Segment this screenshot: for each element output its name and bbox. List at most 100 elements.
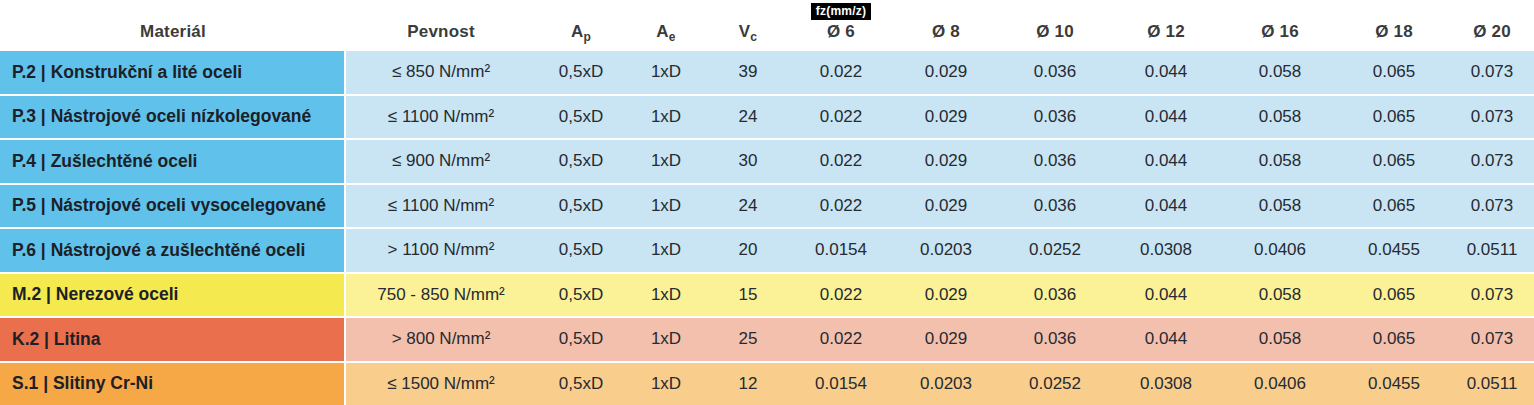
ae-cell: 1xD xyxy=(626,363,706,405)
fz-cell-d20: 0.0511 xyxy=(1450,363,1534,405)
fz-cell-d8: 0.029 xyxy=(892,185,1000,228)
column-header-diameter-12: Ø 12 xyxy=(1110,22,1222,51)
fz-cell-d18: 0.065 xyxy=(1338,96,1450,139)
table-row: P.6 | Nástrojové a zušlechtěné oceli > 1… xyxy=(0,229,1534,272)
table-row: P.4 | Zušlechtěné oceli ≤ 900 N/mm² 0,5x… xyxy=(0,140,1534,183)
pevnost-cell: ≤ 1100 N/mm² xyxy=(346,96,536,139)
fz-cell-d18: 0.065 xyxy=(1338,140,1450,183)
material-cell: P.2 | Konstrukční a lité oceli xyxy=(0,51,346,94)
fz-cell-d8: 0.0203 xyxy=(892,363,1000,405)
fz-cell-d10: 0.036 xyxy=(1000,51,1110,94)
fz-cell-d12: 0.0308 xyxy=(1110,229,1222,272)
material-cell: P.6 | Nástrojové a zušlechtěné oceli xyxy=(0,229,346,272)
fz-cell-d8: 0.029 xyxy=(892,274,1000,317)
fz-cell-d6: 0.022 xyxy=(790,274,892,317)
fz-cell-d16: 0.0406 xyxy=(1222,363,1338,405)
fz-cell-d18: 0.0455 xyxy=(1338,229,1450,272)
fz-cell-d20: 0.073 xyxy=(1450,96,1534,139)
ae-cell: 1xD xyxy=(626,229,706,272)
fz-cell-d18: 0.065 xyxy=(1338,51,1450,94)
fz-cell-d10: 0.036 xyxy=(1000,185,1110,228)
fz-cell-d16: 0.058 xyxy=(1222,318,1338,361)
ae-base: A xyxy=(656,22,668,42)
fz-unit-badge: fz(mm/z) xyxy=(811,3,871,20)
fz-cell-d12: 0.044 xyxy=(1110,318,1222,361)
vc-cell: 39 xyxy=(706,51,790,94)
fz-cell-d8: 0.029 xyxy=(892,318,1000,361)
ap-subscript: p xyxy=(583,31,591,43)
fz-cell-d16: 0.058 xyxy=(1222,185,1338,228)
ap-cell: 0,5xD xyxy=(536,318,626,361)
material-cell: K.2 | Litina xyxy=(0,318,346,361)
material-cell: M.2 | Nerezové oceli xyxy=(0,274,346,317)
vc-cell: 20 xyxy=(706,229,790,272)
material-cell: S.1 | Slitiny Cr-Ni xyxy=(0,363,346,405)
fz-cell-d20: 0.073 xyxy=(1450,140,1534,183)
table-body: P.2 | Konstrukční a lité oceli ≤ 850 N/m… xyxy=(0,51,1534,405)
fz-cell-d6: 0.022 xyxy=(790,96,892,139)
material-cell: P.4 | Zušlechtěné oceli xyxy=(0,140,346,183)
pevnost-cell: ≤ 1500 N/mm² xyxy=(346,363,536,405)
column-header-pevnost: Pevnost xyxy=(346,22,536,51)
pevnost-cell: ≤ 900 N/mm² xyxy=(346,140,536,183)
fz-cell-d18: 0.0455 xyxy=(1338,363,1450,405)
fz-cell-d8: 0.029 xyxy=(892,51,1000,94)
vc-base: V xyxy=(739,22,751,42)
fz-cell-d8: 0.0203 xyxy=(892,229,1000,272)
fz-cell-d20: 0.073 xyxy=(1450,51,1534,94)
column-header-diameter-8: Ø 8 xyxy=(892,22,1000,51)
column-header-diameter-6: fz(mm/z) Ø 6 xyxy=(790,3,892,51)
fz-cell-d16: 0.058 xyxy=(1222,274,1338,317)
table-row: S.1 | Slitiny Cr-Ni ≤ 1500 N/mm² 0,5xD 1… xyxy=(0,363,1534,405)
fz-cell-d20: 0.073 xyxy=(1450,274,1534,317)
fz-cell-d6: 0.022 xyxy=(790,140,892,183)
column-header-ae: Ae xyxy=(626,22,706,51)
fz-cell-d20: 0.073 xyxy=(1450,318,1534,361)
fz-cell-d6: 0.022 xyxy=(790,318,892,361)
fz-cell-d16: 0.058 xyxy=(1222,51,1338,94)
ap-cell: 0,5xD xyxy=(536,229,626,272)
fz-cell-d18: 0.065 xyxy=(1338,185,1450,228)
pevnost-cell: ≤ 850 N/mm² xyxy=(346,51,536,94)
fz-cell-d10: 0.036 xyxy=(1000,274,1110,317)
pevnost-cell: > 800 N/mm² xyxy=(346,318,536,361)
ae-cell: 1xD xyxy=(626,51,706,94)
fz-cell-d12: 0.044 xyxy=(1110,96,1222,139)
pevnost-cell: ≤ 1100 N/mm² xyxy=(346,185,536,228)
fz-cell-d10: 0.036 xyxy=(1000,140,1110,183)
vc-cell: 30 xyxy=(706,140,790,183)
vc-subscript: c xyxy=(750,31,757,43)
table-header-row: Materiál Pevnost Ap Ae Vc fz(mm/z) Ø 6 Ø… xyxy=(0,0,1534,51)
ae-subscript: e xyxy=(669,31,676,43)
vc-cell: 12 xyxy=(706,363,790,405)
cutting-data-table: Materiál Pevnost Ap Ae Vc fz(mm/z) Ø 6 Ø… xyxy=(0,0,1534,405)
fz-cell-d6: 0.022 xyxy=(790,51,892,94)
fz-cell-d12: 0.044 xyxy=(1110,185,1222,228)
column-header-ap: Ap xyxy=(536,22,626,51)
column-header-material: Materiál xyxy=(0,22,346,51)
ap-cell: 0,5xD xyxy=(536,363,626,405)
fz-cell-d10: 0.036 xyxy=(1000,96,1110,139)
fz-cell-d6: 0.0154 xyxy=(790,363,892,405)
vc-cell: 15 xyxy=(706,274,790,317)
ap-base: A xyxy=(571,22,583,42)
fz-cell-d8: 0.029 xyxy=(892,140,1000,183)
pevnost-cell: 750 - 850 N/mm² xyxy=(346,274,536,317)
ae-cell: 1xD xyxy=(626,140,706,183)
ae-cell: 1xD xyxy=(626,318,706,361)
pevnost-cell: > 1100 N/mm² xyxy=(346,229,536,272)
fz-cell-d16: 0.0406 xyxy=(1222,229,1338,272)
ap-cell: 0,5xD xyxy=(536,96,626,139)
vc-cell: 25 xyxy=(706,318,790,361)
ap-cell: 0,5xD xyxy=(536,140,626,183)
table-row: K.2 | Litina > 800 N/mm² 0,5xD 1xD 25 0.… xyxy=(0,318,1534,361)
fz-cell-d12: 0.044 xyxy=(1110,140,1222,183)
column-header-vc: Vc xyxy=(706,22,790,51)
fz-cell-d6: 0.0154 xyxy=(790,229,892,272)
ae-cell: 1xD xyxy=(626,185,706,228)
fz-cell-d20: 0.0511 xyxy=(1450,229,1534,272)
fz-cell-d16: 0.058 xyxy=(1222,96,1338,139)
material-cell: P.3 | Nástrojové oceli nízkolegované xyxy=(0,96,346,139)
fz-cell-d16: 0.058 xyxy=(1222,140,1338,183)
table-row: M.2 | Nerezové oceli 750 - 850 N/mm² 0,5… xyxy=(0,274,1534,317)
